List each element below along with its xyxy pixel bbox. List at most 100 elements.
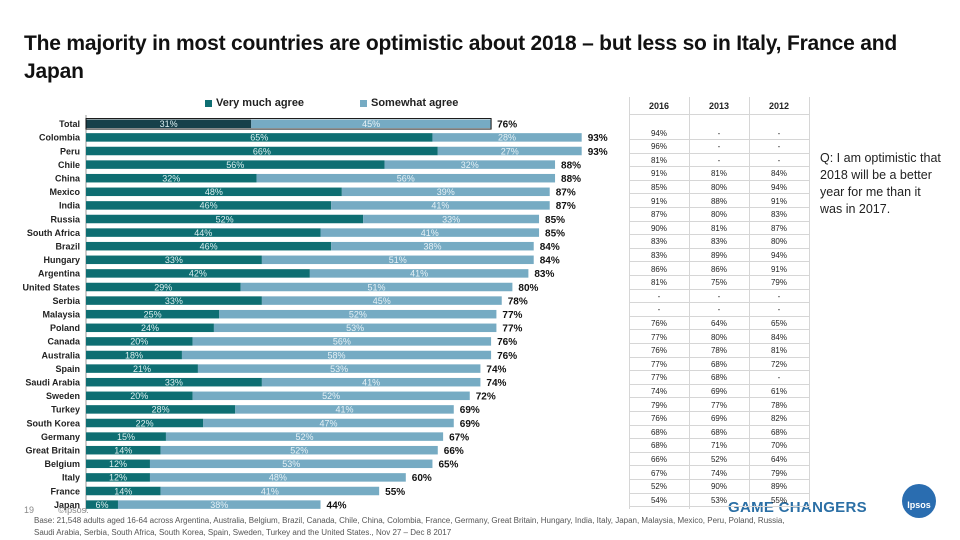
data-label-somewhat: 53% (282, 459, 300, 469)
table-cell: - (777, 128, 781, 138)
bar-somewhat-agree (165, 432, 444, 441)
table-cell: 80% (770, 237, 787, 247)
table-cell: 87% (770, 223, 787, 233)
data-label-very: 14% (114, 486, 132, 496)
bar-somewhat-agree (117, 500, 321, 509)
data-label-somewhat: 48% (269, 473, 287, 483)
data-label-somewhat: 45% (373, 296, 391, 306)
data-label-somewhat: 41% (431, 201, 449, 211)
data-label-very: 46% (200, 241, 218, 251)
data-label-very: 28% (152, 405, 170, 415)
bar-very-much-agree (86, 282, 241, 292)
table-row-divider (629, 247, 809, 249)
table-cell: 79% (770, 278, 787, 288)
category-label: Mexico (49, 187, 80, 197)
table-row-divider (629, 479, 809, 480)
table-cell: 68% (710, 359, 727, 369)
total-label: 77% (502, 324, 522, 335)
data-label-very: 31% (160, 119, 178, 129)
bar-somewhat-agree (213, 323, 497, 333)
bar-total-outline (85, 118, 492, 130)
table-cell: 76% (650, 318, 667, 328)
table-cell: 70% (770, 441, 787, 451)
table-cell: 69% (710, 414, 727, 424)
bar-somewhat-agree (341, 187, 550, 197)
table-cell: 81% (650, 278, 667, 288)
legend-somewhat: Somewhat agree (360, 97, 458, 109)
category-label: South Korea (26, 418, 80, 428)
table-cell: 68% (770, 427, 787, 437)
data-label-somewhat: 32% (461, 160, 479, 170)
data-label-very: 18% (125, 350, 143, 360)
data-label-very: 33% (165, 296, 183, 306)
bar-somewhat-agree (437, 146, 582, 156)
legend-somewhat-swatch (360, 99, 367, 107)
category-label: Malaysia (42, 309, 81, 319)
table-row-divider (629, 193, 809, 195)
data-label-very: 25% (144, 309, 162, 319)
table-row-divider (629, 343, 809, 344)
table-cell: 68% (710, 427, 727, 437)
data-label-somewhat: 39% (437, 187, 455, 197)
bar-somewhat-agree (384, 160, 556, 169)
data-label-somewhat: 53% (330, 364, 348, 374)
table-cell: - (657, 305, 661, 315)
bar-very-much-agree (86, 146, 438, 156)
bar-somewhat-agree (261, 255, 534, 265)
table-cell: 77% (650, 359, 667, 369)
total-label: 93% (588, 147, 608, 158)
total-label: 44% (327, 500, 347, 511)
table-cell: 90% (650, 223, 667, 233)
table-cell: 52% (650, 482, 667, 492)
bar-very-much-agree (86, 337, 193, 346)
table-cell: 82% (770, 414, 787, 424)
table-cell: - (777, 305, 781, 315)
bar-somewhat-agree (251, 119, 492, 129)
data-label-very: 65% (250, 133, 268, 143)
ipsos-logo-text: Ipsos (907, 500, 931, 510)
data-label-somewhat: 52% (296, 432, 314, 442)
table-cell: 91% (650, 196, 667, 206)
data-label-very: 33% (165, 377, 183, 387)
table-cell: 81% (770, 346, 787, 356)
category-label: Chile (58, 160, 80, 170)
total-label: 74% (486, 364, 506, 375)
data-label-very: 14% (114, 445, 132, 455)
data-label-somewhat: 51% (389, 255, 407, 265)
table-cell: 91% (650, 169, 667, 179)
bar-very-much-agree (86, 432, 166, 441)
data-label-somewhat: 52% (349, 309, 367, 319)
table-cell: 79% (650, 400, 667, 410)
table-row-divider (629, 370, 809, 372)
category-label: Peru (60, 146, 80, 156)
data-label-somewhat: 41% (335, 405, 353, 415)
legend-very-swatch (205, 99, 212, 107)
bar-very-much-agree (86, 255, 262, 265)
data-label-very: 15% (117, 432, 135, 442)
table-cell: 54% (650, 495, 667, 505)
category-label: United States (22, 282, 80, 292)
total-label: 72% (476, 392, 496, 403)
table-cell: - (657, 291, 661, 301)
bar-somewhat-agree (235, 405, 454, 414)
table-cell: - (717, 305, 721, 315)
table-cell: 88% (710, 196, 727, 206)
bar-very-much-agree (86, 459, 150, 469)
total-label: 84% (540, 242, 560, 253)
legend-very: Very much agree (205, 97, 304, 109)
table-cell: 78% (710, 346, 727, 356)
bar-very-much-agree (86, 405, 236, 414)
category-label: Turkey (51, 405, 80, 415)
bar-somewhat-agree (432, 133, 582, 142)
table-cell: 91% (770, 196, 787, 206)
table-cell: 85% (650, 182, 667, 192)
bar-very-much-agree (86, 228, 321, 237)
category-label: Russia (50, 214, 81, 224)
table-cell: 74% (650, 386, 667, 396)
table-cell: 68% (650, 441, 667, 451)
table-cell: 78% (770, 400, 787, 410)
table-cell: 87% (650, 210, 667, 220)
bar-very-much-agree (86, 241, 332, 251)
table-row-divider (629, 220, 809, 222)
table-cell: 52% (710, 454, 727, 464)
